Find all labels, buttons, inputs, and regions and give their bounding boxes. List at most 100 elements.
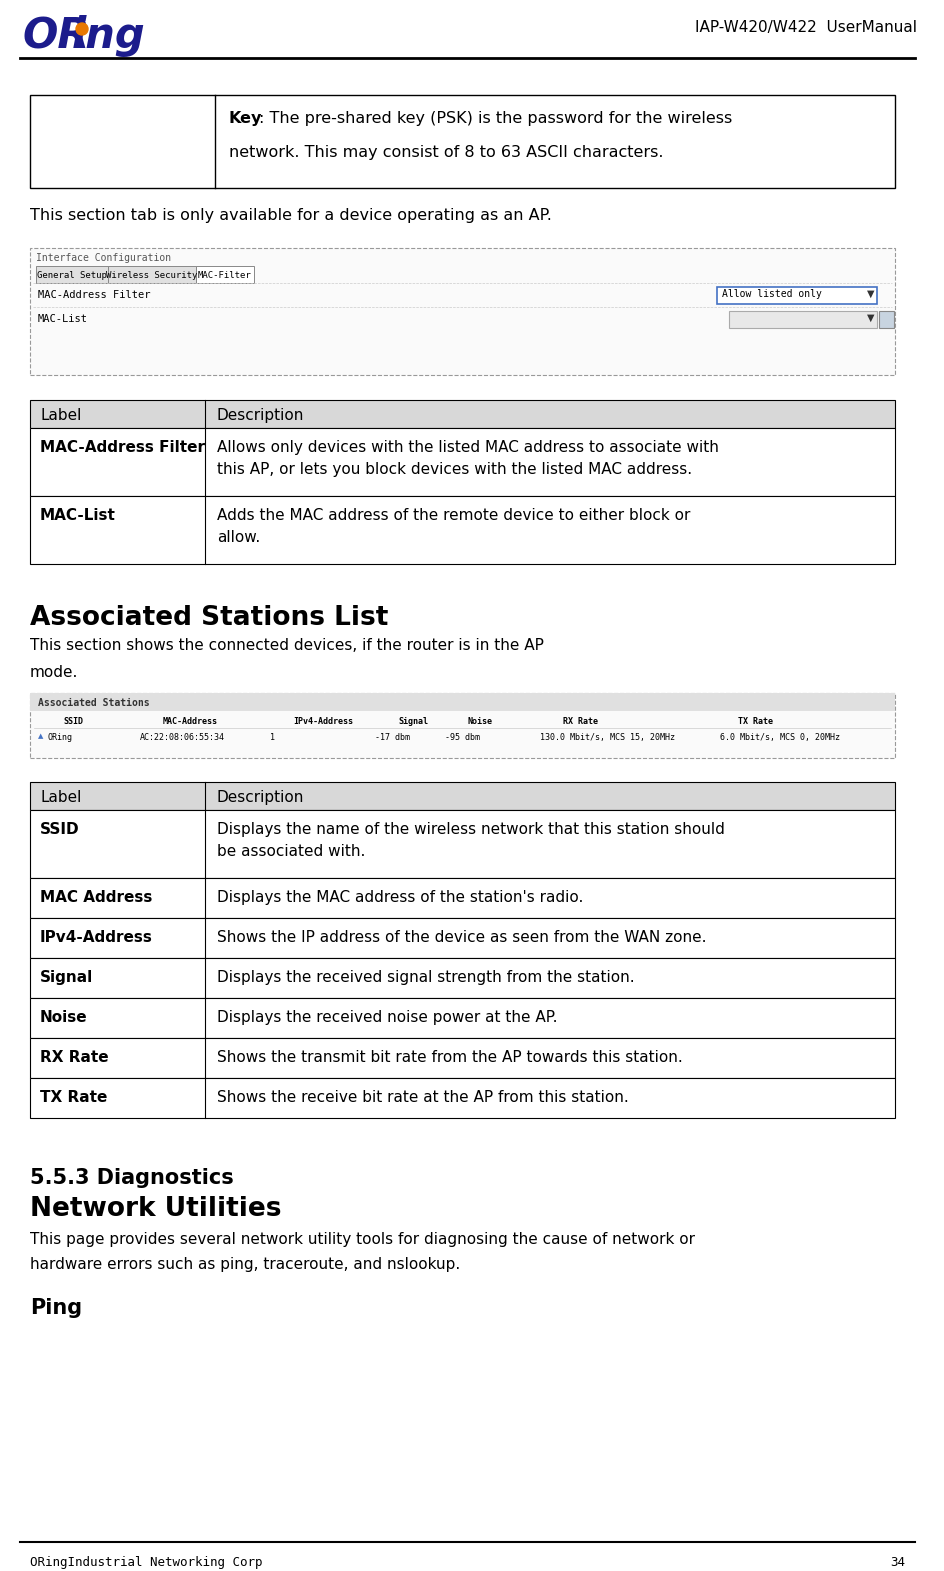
Bar — [716, 287, 876, 305]
Text: MAC-List: MAC-List — [38, 314, 88, 324]
Bar — [30, 401, 894, 427]
Text: Description: Description — [217, 408, 304, 423]
Text: MAC-Address Filter: MAC-Address Filter — [40, 440, 205, 456]
Bar — [30, 811, 894, 878]
Text: -95 dbm: -95 dbm — [445, 734, 480, 742]
Bar — [195, 265, 254, 283]
Text: ▼: ▼ — [866, 313, 873, 324]
Text: ▲: ▲ — [38, 734, 43, 738]
Text: This section shows the connected devices, if the router is in the AP: This section shows the connected devices… — [30, 638, 544, 654]
Text: Noise: Noise — [467, 716, 493, 726]
Bar — [878, 311, 893, 328]
Text: Allows only devices with the listed MAC address to associate with: Allows only devices with the listed MAC … — [217, 440, 718, 456]
Text: ▼: ▼ — [866, 289, 873, 298]
Bar — [30, 998, 894, 1038]
Text: mode.: mode. — [30, 665, 78, 680]
Text: Noise: Noise — [40, 1010, 88, 1024]
Text: Interface Configuration: Interface Configuration — [36, 253, 171, 262]
Circle shape — [76, 24, 88, 35]
Bar — [30, 878, 894, 917]
Text: Ping: Ping — [30, 1298, 82, 1318]
Text: SSID: SSID — [63, 716, 83, 726]
Bar — [30, 917, 894, 958]
Text: Shows the IP address of the device as seen from the WAN zone.: Shows the IP address of the device as se… — [217, 930, 706, 946]
Text: This section tab is only available for a device operating as an AP.: This section tab is only available for a… — [30, 207, 551, 223]
Text: MAC-Address: MAC-Address — [162, 716, 218, 726]
Text: Displays the MAC address of the station's radio.: Displays the MAC address of the station'… — [217, 891, 582, 905]
Bar — [30, 1078, 894, 1119]
Bar — [30, 1078, 894, 1119]
Bar — [30, 693, 894, 757]
Text: TX Rate: TX Rate — [40, 1090, 108, 1104]
Text: Label: Label — [40, 790, 81, 804]
Text: IPv4-Address: IPv4-Address — [293, 716, 353, 726]
Text: Allow listed only: Allow listed only — [721, 289, 821, 298]
Bar — [30, 782, 894, 811]
Text: Shows the transmit bit rate from the AP towards this station.: Shows the transmit bit rate from the AP … — [217, 1049, 682, 1065]
Text: Description: Description — [217, 790, 304, 804]
Text: RX Rate: RX Rate — [563, 716, 598, 726]
Bar — [30, 496, 894, 564]
Bar — [30, 782, 894, 811]
Text: Associated Stations: Associated Stations — [38, 698, 149, 709]
Bar — [30, 1038, 894, 1078]
Bar — [30, 811, 894, 878]
Bar — [30, 958, 894, 998]
Text: MAC Address: MAC Address — [40, 891, 152, 905]
Text: IPv4-Address: IPv4-Address — [40, 930, 153, 946]
Bar — [30, 94, 894, 189]
Bar — [30, 878, 894, 917]
Bar — [30, 427, 894, 496]
Bar — [30, 248, 894, 375]
Text: 5.5.3 Diagnostics: 5.5.3 Diagnostics — [30, 1167, 233, 1188]
Text: SSID: SSID — [40, 822, 79, 837]
Bar — [728, 311, 876, 328]
Text: 130.0 Mbit/s, MCS 15, 20MHz: 130.0 Mbit/s, MCS 15, 20MHz — [539, 734, 674, 742]
Bar — [30, 917, 894, 958]
Text: 1: 1 — [270, 734, 275, 742]
Text: TX Rate: TX Rate — [737, 716, 772, 726]
Text: ORingIndustrial Networking Corp: ORingIndustrial Networking Corp — [30, 1555, 262, 1569]
Text: AC:22:08:06:55:34: AC:22:08:06:55:34 — [140, 734, 225, 742]
Text: Displays the name of the wireless network that this station should: Displays the name of the wireless networ… — [217, 822, 724, 837]
Text: MAC-List: MAC-List — [40, 507, 116, 523]
Text: Signal: Signal — [40, 969, 93, 985]
Text: network. This may consist of 8 to 63 ASCII characters.: network. This may consist of 8 to 63 ASC… — [228, 145, 663, 160]
Text: Label: Label — [40, 408, 81, 423]
Text: Network Utilities: Network Utilities — [30, 1196, 281, 1222]
Text: Associated Stations List: Associated Stations List — [30, 605, 388, 632]
Text: Shows the receive bit rate at the AP from this station.: Shows the receive bit rate at the AP fro… — [217, 1090, 628, 1104]
Text: hardware errors such as ping, traceroute, and nslookup.: hardware errors such as ping, traceroute… — [30, 1257, 460, 1273]
Text: Key: Key — [228, 112, 262, 126]
Text: Adds the MAC address of the remote device to either block or: Adds the MAC address of the remote devic… — [217, 507, 690, 523]
Text: MAC-Filter: MAC-Filter — [198, 272, 252, 280]
Bar — [30, 1038, 894, 1078]
Bar — [30, 693, 894, 712]
Text: -17 dbm: -17 dbm — [375, 734, 410, 742]
Bar — [36, 265, 108, 283]
Text: ORing: ORing — [48, 734, 73, 742]
Text: MAC-Address Filter: MAC-Address Filter — [38, 291, 150, 300]
Text: be associated with.: be associated with. — [217, 844, 365, 859]
Text: Wireless Security: Wireless Security — [106, 272, 197, 280]
Bar — [30, 427, 894, 496]
Text: General Setup: General Setup — [37, 272, 107, 280]
Text: 34: 34 — [889, 1555, 904, 1569]
Bar — [30, 401, 894, 427]
Text: Displays the received signal strength from the station.: Displays the received signal strength fr… — [217, 969, 634, 985]
Text: IAP-W420/W422  UserManual: IAP-W420/W422 UserManual — [694, 20, 916, 35]
Text: this AP, or lets you block devices with the listed MAC address.: this AP, or lets you block devices with … — [217, 462, 691, 478]
Text: RX Rate: RX Rate — [40, 1049, 109, 1065]
Text: allow.: allow. — [217, 529, 260, 545]
Text: This page provides several network utility tools for diagnosing the cause of net: This page provides several network utili… — [30, 1232, 694, 1247]
Bar — [30, 496, 894, 564]
Bar — [30, 998, 894, 1038]
Text: Signal: Signal — [397, 716, 428, 726]
Text: Displays the received noise power at the AP.: Displays the received noise power at the… — [217, 1010, 557, 1024]
Text: 6.0 Mbit/s, MCS 0, 20MHz: 6.0 Mbit/s, MCS 0, 20MHz — [719, 734, 839, 742]
Bar — [108, 265, 195, 283]
Bar — [30, 958, 894, 998]
Text: : The pre-shared key (PSK) is the password for the wireless: : The pre-shared key (PSK) is the passwo… — [259, 112, 732, 126]
Text: OR: OR — [22, 16, 90, 57]
Text: ing: ing — [72, 16, 145, 57]
